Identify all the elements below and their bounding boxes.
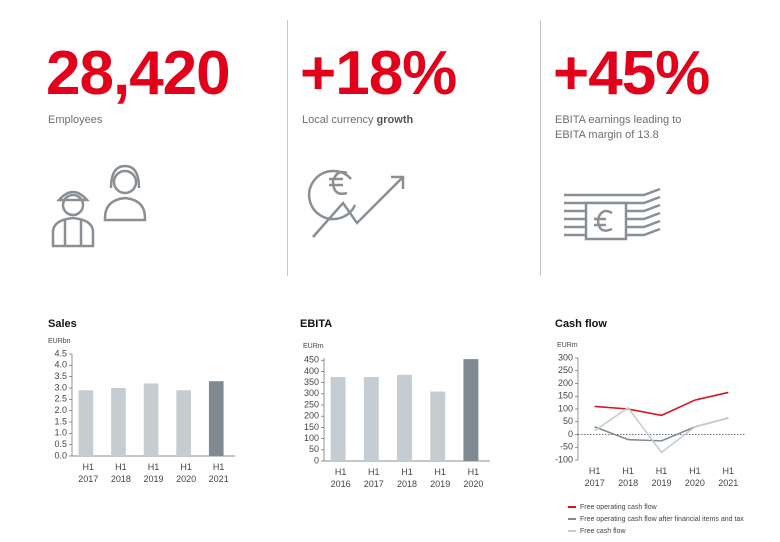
legend-label: Free cash flow <box>580 528 626 535</box>
y-tick-label: 100 <box>304 433 319 443</box>
y-tick-label: 300 <box>558 352 573 362</box>
y-tick-label: 200 <box>558 378 573 388</box>
line <box>594 406 729 454</box>
y-tick-label: 1.0 <box>54 428 67 438</box>
x-tick-label: H1 2019 <box>143 462 164 484</box>
y-tick-label: 100 <box>558 403 573 413</box>
x-tick-label: H1 2017 <box>78 462 99 484</box>
money-icon <box>564 187 661 241</box>
x-tick-label: H1 2019 <box>651 466 672 488</box>
kpi-figure: +45% <box>553 39 710 108</box>
people-icon <box>51 164 147 248</box>
separator <box>287 20 288 276</box>
y-tick-label: 50 <box>309 444 319 454</box>
bar <box>463 359 479 461</box>
y-tick-label: 4.0 <box>54 360 67 370</box>
y-tick-label: 2.0 <box>54 405 67 415</box>
x-tick-label: H1 2018 <box>110 462 131 484</box>
separator <box>540 20 541 276</box>
bar <box>397 374 412 461</box>
chart-title: Cash flow <box>555 318 607 330</box>
kpi-text: EBITA earnings leading to EBITA margin o… <box>555 114 682 141</box>
x-tick-label: H1 2021 <box>208 462 229 484</box>
x-tick-label: H1 2017 <box>363 467 384 489</box>
y-tick-label: 250 <box>304 399 319 409</box>
y-tick-label: 50 <box>563 416 573 426</box>
bar <box>430 391 446 461</box>
growth-icon <box>307 169 405 238</box>
y-tick-label: 3.0 <box>54 382 67 392</box>
chart-title: Sales <box>48 318 77 330</box>
line <box>594 391 729 417</box>
axis-unit: EURm <box>303 343 324 350</box>
y-tick-label: 4.5 <box>54 348 67 358</box>
bar <box>330 377 346 461</box>
kpi-text: Local currency <box>302 114 374 126</box>
y-tick-label: 300 <box>304 388 319 398</box>
kpi-figure: +18% <box>300 39 457 108</box>
y-tick-label: -50 <box>560 442 573 452</box>
y-tick-label: 200 <box>304 411 319 421</box>
x-tick-label: H1 2020 <box>176 462 197 484</box>
bar <box>78 390 94 456</box>
x-tick-label: H1 2019 <box>430 467 451 489</box>
legend-label: Free operating cash flow after financial… <box>580 516 744 523</box>
line <box>594 417 729 442</box>
y-tick-label: 0.0 <box>54 450 67 460</box>
chart-title: EBITA <box>300 318 332 330</box>
y-tick-label: 250 <box>558 365 573 375</box>
y-tick-label: 0 <box>314 455 319 465</box>
y-tick-label: 0.5 <box>54 439 67 449</box>
kpi-text: Local currency growth <box>302 113 452 128</box>
bar <box>176 390 191 456</box>
bar <box>363 377 379 461</box>
kpi-figure: 28,420 <box>46 39 231 108</box>
y-tick-label: 150 <box>304 422 319 432</box>
y-tick-label: 2.5 <box>54 394 67 404</box>
x-tick-label: H1 2021 <box>718 466 739 488</box>
kpi-text: Employees <box>48 114 103 126</box>
y-tick-label: 400 <box>304 366 319 376</box>
y-tick-label: 450 <box>304 355 319 365</box>
y-tick-label: 150 <box>558 391 573 401</box>
y-tick-label: 0 <box>568 429 573 439</box>
y-tick-label: 350 <box>304 377 319 387</box>
bar <box>208 381 224 456</box>
axis-unit: EURm <box>557 342 578 349</box>
legend-label: Free operating cash flow <box>580 504 658 511</box>
x-tick-label: H1 2017 <box>584 466 605 488</box>
bar <box>143 383 159 456</box>
y-tick-label: 3.5 <box>54 371 67 381</box>
x-tick-label: H1 2018 <box>618 466 639 488</box>
x-tick-label: H1 2018 <box>396 467 418 489</box>
x-tick-label: H1 2020 <box>684 466 705 488</box>
x-tick-label: H1 2016 <box>330 467 351 489</box>
y-tick-label: 1.5 <box>54 416 67 426</box>
bar <box>111 388 126 456</box>
y-tick-label: -100 <box>555 454 573 464</box>
x-tick-label: H1 2020 <box>463 467 484 489</box>
axis-unit: EURbn <box>48 338 71 345</box>
kpi-emphasis: growth <box>376 114 414 126</box>
